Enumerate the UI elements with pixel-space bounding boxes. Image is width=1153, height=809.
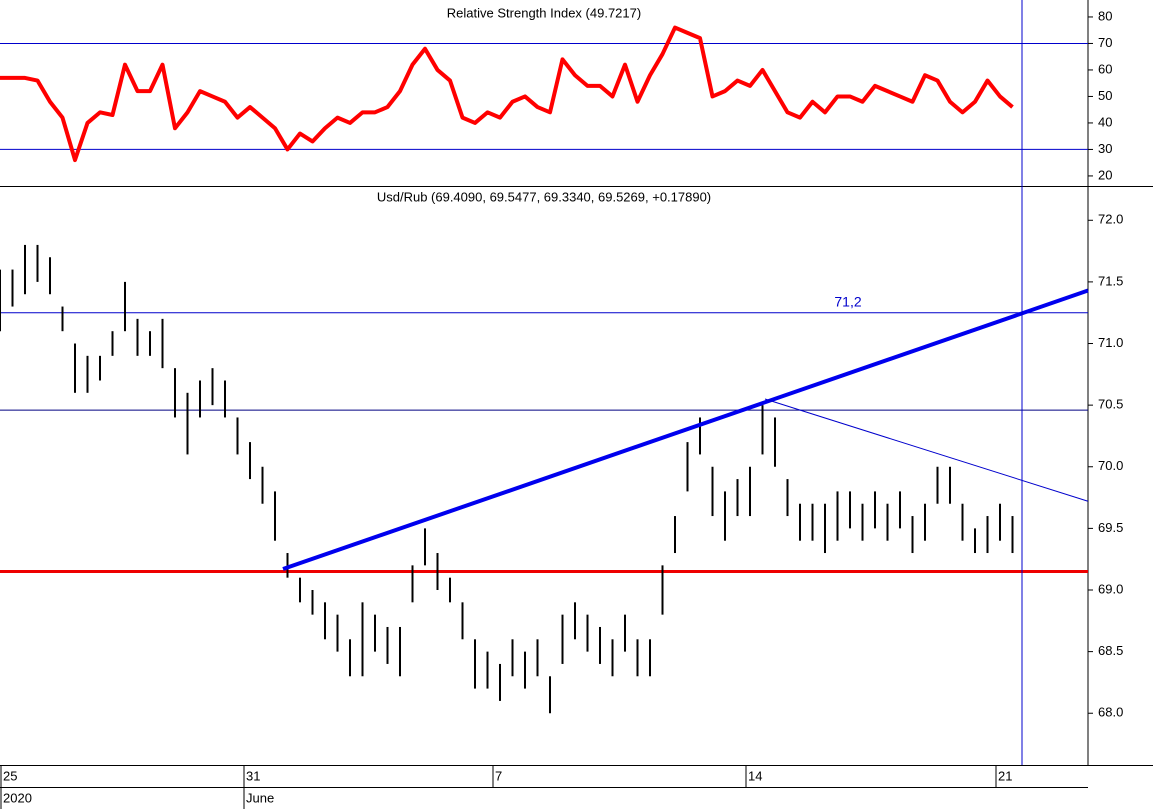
y-tick-label: 68.5: [1098, 643, 1123, 658]
y-tick-label: 70.5: [1098, 397, 1123, 412]
y-tick-label: 69.0: [1098, 581, 1123, 596]
x-tick-label: 31: [246, 768, 260, 783]
x-tick-label: 14: [748, 768, 762, 783]
y-tick-label: 68.0: [1098, 705, 1123, 720]
price-title: Usd/Rub (69.4090, 69.5477, 69.3340, 69.5…: [377, 189, 711, 204]
x-tick-secondary-label: June: [246, 790, 274, 805]
x-tick-label: 21: [998, 768, 1012, 783]
x-tick-label: 7: [495, 768, 502, 783]
y-tick-label: 69.5: [1098, 520, 1123, 535]
rsi-title: Relative Strength Index (49.7217): [447, 5, 641, 20]
line-label: 71,2: [834, 293, 861, 309]
trend-line: [282, 288, 1089, 571]
y-tick-label: 50: [1098, 88, 1112, 103]
y-tick-label: 70.0: [1098, 458, 1123, 473]
y-tick-label: 30: [1098, 141, 1112, 156]
rsi-line: [0, 25, 1014, 163]
y-tick-label: 70: [1098, 35, 1112, 50]
y-tick-label: 40: [1098, 114, 1112, 129]
y-tick-label: 71.5: [1098, 273, 1123, 288]
trend-line: [764, 398, 1089, 502]
y-tick-label: 60: [1098, 61, 1112, 76]
y-tick-label: 20: [1098, 167, 1112, 182]
x-tick-label: 25: [3, 768, 17, 783]
x-tick-secondary-label: 2020: [3, 790, 32, 805]
y-tick-label: 72.0: [1098, 212, 1123, 227]
y-tick-label: 71.0: [1098, 335, 1123, 350]
y-tick-label: 80: [1098, 8, 1112, 23]
